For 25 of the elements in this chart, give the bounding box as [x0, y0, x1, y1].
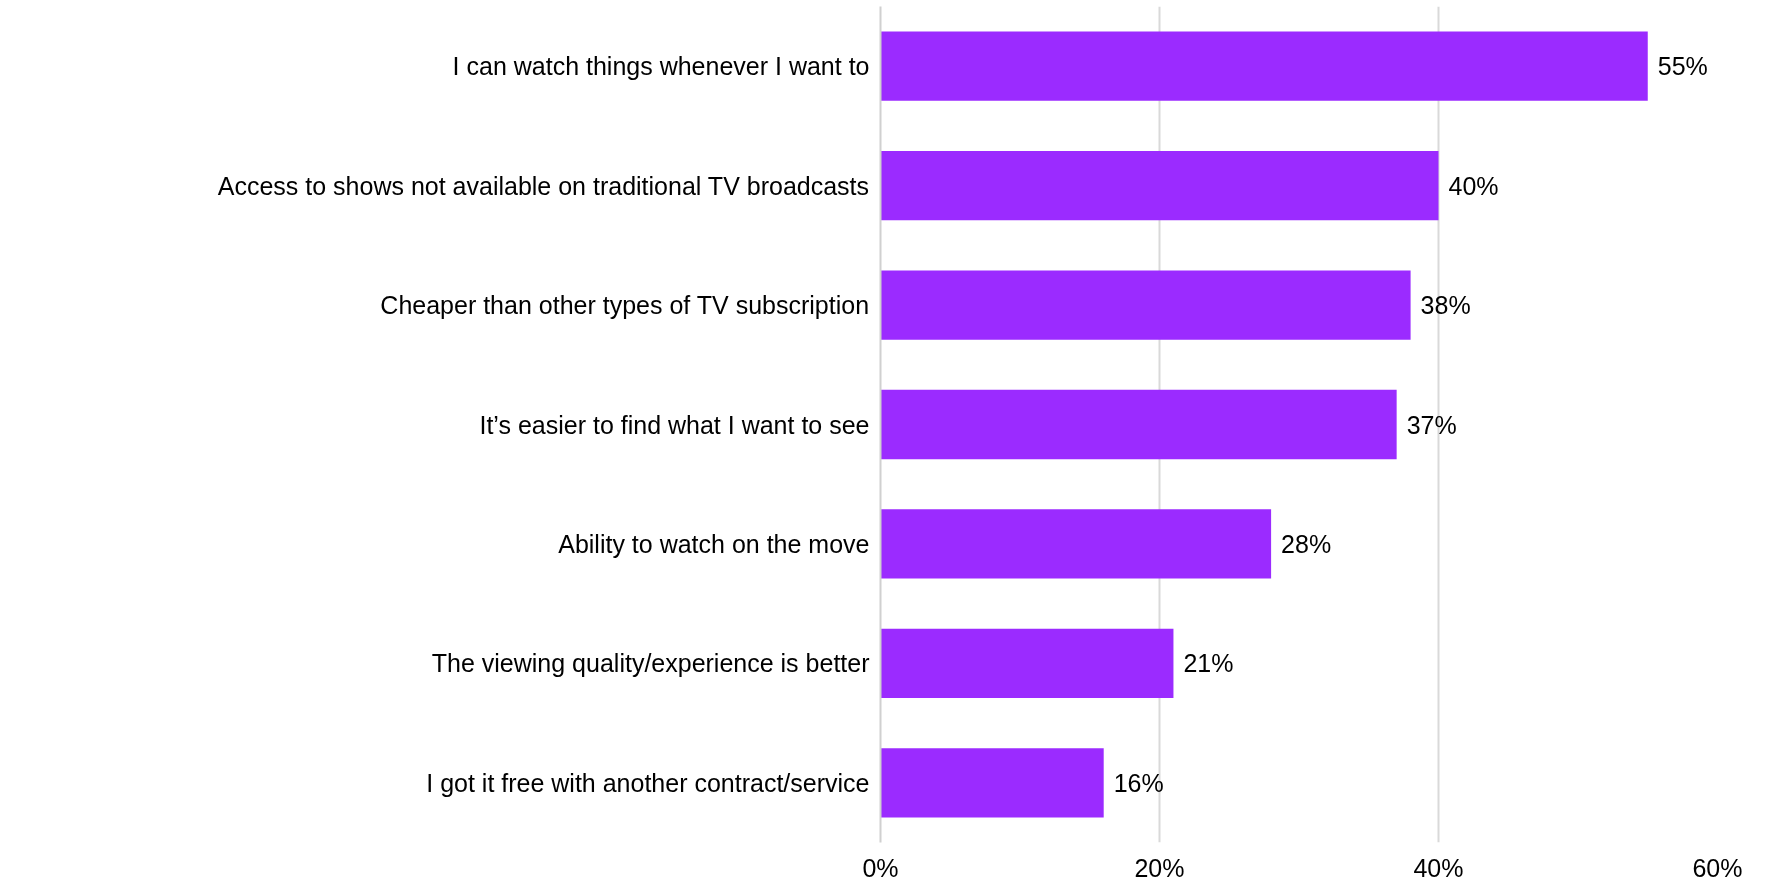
bar [880, 389, 1397, 460]
bar [880, 628, 1174, 698]
y-tick-label: I can watch things whenever I want to [452, 52, 870, 81]
bar [880, 748, 1104, 818]
data-label: 28% [1281, 529, 1332, 558]
y-tick-label: The viewing quality/experience is better [431, 649, 870, 678]
data-label: 38% [1420, 291, 1471, 320]
x-tick-label: 0% [862, 853, 899, 882]
y-tick-label: I got it free with another contract/service [426, 768, 870, 797]
bar [880, 31, 1648, 101]
data-label: 16% [1113, 768, 1164, 797]
bar [880, 151, 1439, 221]
y-tick-label: Cheaper than other types of TV subscription [380, 291, 870, 320]
data-label: 37% [1406, 410, 1457, 439]
y-tick-label: Access to shows not available on traditional TV broadcasts [217, 171, 870, 200]
data-label: 40% [1448, 171, 1499, 200]
x-tick-label: 60% [1692, 853, 1743, 882]
y-tick-label: It’s easier to find what I want to see [479, 410, 870, 439]
data-label: 55% [1657, 52, 1708, 81]
y-tick-label: Ability to watch on the move [558, 529, 870, 558]
bar [880, 270, 1411, 340]
bar [880, 509, 1272, 579]
data-label: 21% [1183, 649, 1234, 678]
x-tick-label: 20% [1134, 853, 1185, 882]
x-tick-label: 40% [1413, 853, 1464, 882]
